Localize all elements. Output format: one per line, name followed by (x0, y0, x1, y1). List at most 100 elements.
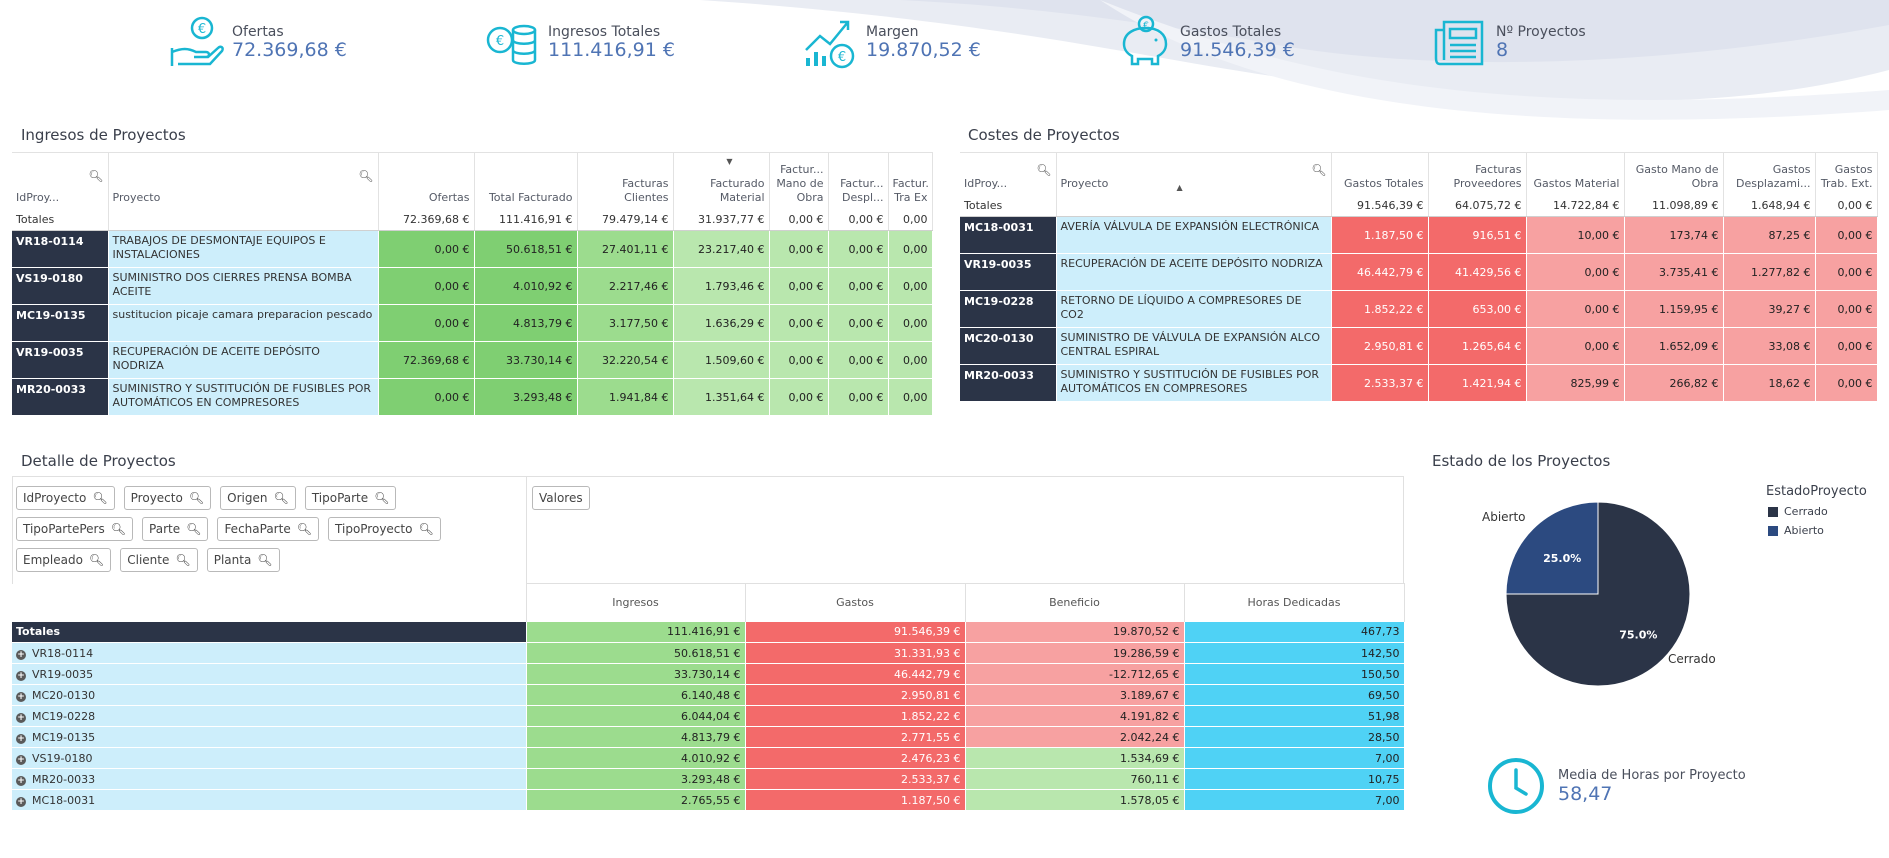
row-id[interactable]: VR18-0114 (12, 230, 109, 268)
search-icon[interactable]: 🔍︎ (374, 491, 390, 505)
col-gastos[interactable]: Gastos (745, 583, 966, 622)
col-facturado-trab-ext[interactable]: Factur. Tra Ex (888, 152, 933, 209)
table-row[interactable]: + MC19-0135 4.813,79 € 2.771,55 € 2.042,2… (12, 726, 1405, 748)
row-project[interactable]: SUMINISTRO Y SUSTITUCIÓN DE FUSIBLES POR… (1056, 364, 1332, 402)
expand-plus-icon[interactable]: + (16, 775, 26, 786)
table-row[interactable]: + MC19-0228 6.044,04 € 1.852,22 € 4.191,8… (12, 705, 1405, 727)
col-idproyecto[interactable]: IdProy... 🔍︎ (960, 152, 1057, 195)
col-facturado-desplazamiento[interactable]: Factur... Despl... (828, 152, 889, 209)
expand-plus-icon[interactable]: + (16, 754, 26, 765)
table-row[interactable]: MC20-0130 SUMINISTRO DE VÁLVULA DE EXPAN… (960, 327, 1878, 365)
search-icon[interactable]: 🔍︎ (257, 553, 273, 567)
chip-tipoproyecto[interactable]: TipoProyecto 🔍︎ (328, 517, 441, 541)
legend-item-cerrado[interactable]: Cerrado (1768, 505, 1867, 518)
chip-tipopartepers[interactable]: TipoPartePers 🔍︎ (16, 517, 133, 541)
table-row[interactable]: + VR18-0114 50.618,51 € 31.331,93 € 19.28… (12, 642, 1405, 664)
search-icon[interactable]: 🔍︎ (88, 169, 104, 183)
table-row[interactable]: VR19-0035 RECUPERACIÓN DE ACEITE DEPÓSIT… (12, 341, 933, 379)
row-id[interactable]: VS19-0180 (12, 267, 109, 305)
row-id[interactable]: VR19-0035 (12, 341, 109, 379)
table-row[interactable]: + VS19-0180 4.010,92 € 2.476,23 € 1.534,6… (12, 747, 1405, 769)
table-row[interactable]: MC19-0135 sustitucion picaje camara prep… (12, 304, 933, 342)
search-icon[interactable]: 🔍︎ (296, 522, 312, 536)
search-icon[interactable]: 🔍︎ (175, 553, 191, 567)
row-id[interactable]: + MC18-0031 (12, 789, 527, 811)
search-icon[interactable]: 🔍︎ (273, 491, 289, 505)
valores-chip[interactable]: Valores (532, 486, 590, 510)
row-id[interactable]: VR19-0035 (960, 253, 1057, 291)
search-icon[interactable]: 🔍︎ (1036, 163, 1052, 177)
pie-slice-abierto[interactable] (1505, 501, 1599, 595)
row-id[interactable]: MC20-0130 (960, 327, 1057, 365)
row-project[interactable]: SUMINISTRO DOS CIERRES PRENSA BOMBA ACEI… (108, 267, 379, 305)
table-row[interactable]: + VR19-0035 33.730,14 € 46.442,79 € -12.7… (12, 663, 1405, 685)
table-row[interactable]: MR20-0033 SUMINISTRO Y SUSTITUCIÓN DE FU… (12, 378, 933, 416)
chip-planta[interactable]: Planta 🔍︎ (206, 548, 280, 572)
search-icon[interactable]: 🔍︎ (88, 553, 105, 567)
row-id[interactable]: MR20-0033 (960, 364, 1057, 402)
col-gasto-mano-obra[interactable]: Gasto Mano de Obra (1624, 152, 1724, 195)
row-project[interactable]: RECUPERACIÓN DE ACEITE DEPÓSITO NODRIZA (1056, 253, 1332, 291)
row-id[interactable]: + VR18-0114 (12, 642, 527, 664)
table-row[interactable]: VR18-0114 TRABAJOS DE DESMONTAJE EQUIPOS… (12, 230, 933, 268)
chip-origen[interactable]: Origen 🔍︎ (220, 486, 296, 510)
col-gastos-material[interactable]: Gastos Material (1526, 152, 1625, 195)
search-icon[interactable]: 🔍︎ (188, 491, 205, 505)
search-icon[interactable]: 🔍︎ (418, 522, 434, 536)
col-gastos-trab-ext[interactable]: Gastos Trab. Ext. (1815, 152, 1878, 195)
col-gastos-totales[interactable]: Gastos Totales (1331, 152, 1429, 195)
col-facturado-material[interactable]: Facturado Material ▼ (673, 152, 770, 209)
table-row[interactable]: VR19-0035 RECUPERACIÓN DE ACEITE DEPÓSIT… (960, 253, 1878, 291)
table-row[interactable]: + MC18-0031 2.765,55 € 1.187,50 € 1.578,0… (12, 789, 1405, 811)
search-icon[interactable]: 🔍︎ (358, 169, 374, 183)
table-row[interactable]: MR20-0033 SUMINISTRO Y SUSTITUCIÓN DE FU… (960, 364, 1878, 402)
col-horas-dedicadas[interactable]: Horas Dedicadas (1184, 583, 1405, 622)
chip-proyecto[interactable]: Proyecto 🔍︎ (123, 486, 212, 510)
chip-idproyecto[interactable]: IdProyecto 🔍︎ (16, 486, 115, 510)
row-project[interactable]: sustitucion picaje camara preparacion pe… (108, 304, 379, 342)
col-proyecto[interactable]: Proyecto 🔍︎ ▲ (1056, 152, 1332, 195)
pie-slice-cerrado[interactable] (1505, 501, 1691, 687)
row-id[interactable]: MR20-0033 (12, 378, 109, 416)
col-gastos-desplazamiento[interactable]: Gastos Desplazami... (1723, 152, 1816, 195)
col-total-facturado[interactable]: Total Facturado (474, 152, 578, 209)
legend-item-abierto[interactable]: Abierto (1768, 524, 1867, 537)
col-facturas-clientes[interactable]: Facturas Clientes (577, 152, 674, 209)
row-project[interactable]: RETORNO DE LÍQUIDO A COMPRESORES DE CO2 (1056, 290, 1332, 328)
expand-plus-icon[interactable]: + (16, 796, 26, 807)
row-id[interactable]: + MR20-0033 (12, 768, 527, 790)
expand-plus-icon[interactable]: + (16, 670, 26, 681)
row-project[interactable]: SUMINISTRO Y SUSTITUCIÓN DE FUSIBLES POR… (108, 378, 379, 416)
table-row[interactable]: + MC20-0130 6.140,48 € 2.950,81 € 3.189,6… (12, 684, 1405, 706)
search-icon[interactable]: 🔍︎ (1311, 163, 1327, 177)
chip-fechaparte[interactable]: FechaParte 🔍︎ (217, 517, 319, 541)
search-icon[interactable]: 🔍︎ (186, 522, 202, 536)
expand-plus-icon[interactable]: + (16, 649, 26, 660)
chip-parte[interactable]: Parte 🔍︎ (142, 517, 209, 541)
row-id[interactable]: MC19-0135 (12, 304, 109, 342)
search-icon[interactable]: 🔍︎ (110, 522, 126, 536)
col-facturado-mano-obra[interactable]: Factur... Mano de Obra (769, 152, 829, 209)
expand-plus-icon[interactable]: + (16, 691, 26, 702)
table-row[interactable]: VS19-0180 SUMINISTRO DOS CIERRES PRENSA … (12, 267, 933, 305)
row-id[interactable]: MC18-0031 (960, 216, 1057, 254)
table-row[interactable]: MC18-0031 AVERÍA VÁLVULA DE EXPANSIÓN EL… (960, 216, 1878, 254)
row-id[interactable]: MC19-0228 (960, 290, 1057, 328)
expand-plus-icon[interactable]: + (16, 733, 26, 744)
chip-cliente[interactable]: Cliente 🔍︎ (120, 548, 198, 572)
col-ingresos[interactable]: Ingresos (526, 583, 746, 622)
table-row[interactable]: + MR20-0033 3.293,48 € 2.533,37 € 760,11 … (12, 768, 1405, 790)
row-project[interactable]: RECUPERACIÓN DE ACEITE DEPÓSITO NODRIZA (108, 341, 379, 379)
row-id[interactable]: + MC19-0228 (12, 705, 527, 727)
row-project[interactable]: TRABAJOS DE DESMONTAJE EQUIPOS E INSTALA… (108, 230, 379, 268)
row-id[interactable]: + MC20-0130 (12, 684, 527, 706)
col-ofertas[interactable]: Ofertas (378, 152, 475, 209)
row-id[interactable]: + MC19-0135 (12, 726, 527, 748)
row-id[interactable]: + VS19-0180 (12, 747, 527, 769)
col-beneficio[interactable]: Beneficio (965, 583, 1185, 622)
col-proyecto[interactable]: Proyecto 🔍︎ (108, 152, 379, 209)
row-project[interactable]: SUMINISTRO DE VÁLVULA DE EXPANSIÓN ALCO … (1056, 327, 1332, 365)
table-row[interactable]: MC19-0228 RETORNO DE LÍQUIDO A COMPRESOR… (960, 290, 1878, 328)
search-icon[interactable]: 🔍︎ (92, 491, 108, 505)
row-project[interactable]: AVERÍA VÁLVULA DE EXPANSIÓN ELECTRÓNICA (1056, 216, 1332, 254)
